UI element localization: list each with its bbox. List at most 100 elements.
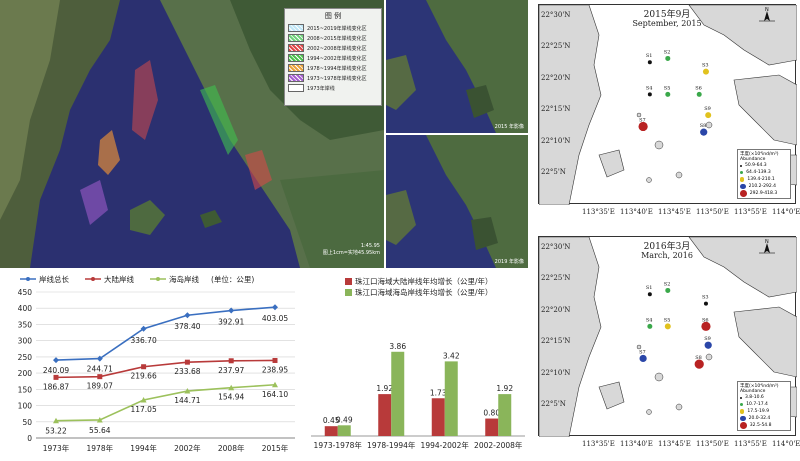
bar-legend-swatch — [345, 278, 352, 285]
satellite-small-bottom: 2019 年影像 — [386, 135, 528, 268]
legend-item-label: 1973~1978年岸线变化区 — [307, 75, 367, 82]
station-label: S9 — [704, 336, 711, 342]
line-point — [53, 417, 59, 424]
map-island — [636, 344, 642, 350]
abundance-label: 10.7-17.4 — [746, 402, 768, 407]
line-point — [184, 312, 191, 319]
abundance-dot — [740, 409, 745, 414]
abundance-dot — [740, 415, 746, 422]
line-series-path — [55, 359, 276, 379]
line-legend-label: 海岛岸线 — [169, 274, 199, 284]
map-lon-label: 113°45'E — [658, 440, 691, 448]
map-title-cn: 2015年9月 — [643, 10, 691, 20]
bar-data-label: 1.92 — [376, 384, 393, 393]
line-data-label: 154.94 — [218, 393, 244, 402]
map-lat-label: 22°10'N — [541, 136, 571, 145]
line-point — [140, 397, 147, 403]
station-marker — [647, 60, 652, 65]
abundance-item: 20.0-32.4 — [740, 415, 788, 422]
legend-item: 1973~1978年岸线变化区 — [285, 73, 381, 83]
abundance-legend: 丰度(×10⁴ind/m³) Abundance 50.9-64.3 64.4-139… — [737, 149, 791, 199]
abundance-label: 64.4-139.3 — [746, 170, 771, 175]
station-label: S8 — [700, 123, 707, 129]
map-land — [733, 74, 797, 146]
station-label: S5 — [664, 85, 671, 91]
station-label: S2 — [664, 281, 671, 287]
legend-swatch — [288, 54, 304, 62]
line-legend-label: 大陆岸线 — [104, 274, 134, 284]
line-data-label: 244.71 — [87, 365, 113, 374]
map-land — [688, 237, 797, 298]
station-label: S1 — [646, 53, 653, 59]
line-point — [228, 384, 235, 391]
line-unit-note: (单位：公里) — [211, 274, 254, 284]
map-island — [675, 403, 683, 411]
map-title-en: September, 2015 — [632, 19, 702, 28]
bar-chart-panel: 珠江口海域大陆岸线年均增长（公里/年） 珠江口海域海岛岸线年均增长（公里/年） 0.… — [305, 270, 530, 457]
line-y-tick: 200 — [18, 369, 33, 378]
line-data-label: 219.66 — [130, 372, 156, 381]
line-legend-marker — [91, 277, 95, 281]
bar — [485, 418, 499, 436]
station-marker — [702, 68, 709, 75]
abundance-item: 50.9-64.3 — [740, 162, 788, 169]
line-point — [272, 381, 278, 388]
map-land — [598, 149, 625, 178]
legend-swatch — [288, 74, 304, 82]
line-data-label: 233.68 — [174, 367, 200, 376]
station-marker — [665, 91, 671, 97]
station-label: S2 — [664, 49, 671, 55]
legend-item: 1973年岸线 — [285, 83, 381, 93]
abundance-subtitle: Abundance — [740, 389, 766, 394]
map-island — [705, 121, 713, 129]
abundance-dot — [740, 396, 742, 399]
map-lon-label: 113°40'E — [620, 208, 653, 216]
abundance-item: 10.7-17.4 — [740, 401, 788, 408]
station-marker — [694, 359, 704, 369]
map-lat-label: 22°25'N — [541, 42, 571, 51]
bar-data-label: 1.73 — [430, 388, 447, 397]
legend-item: 1994~2002年岸线变化区 — [285, 53, 381, 63]
abundance-item: 210.2-292.4 — [740, 183, 788, 190]
legend-item-label: 1973年岸线 — [307, 85, 335, 92]
small-top-label: 2015 年影像 — [494, 124, 524, 130]
abundance-label: 20.0-32.4 — [748, 416, 771, 421]
map-lat-label: 22°20'N — [541, 73, 571, 82]
map-island — [654, 372, 664, 382]
map-land — [688, 5, 797, 66]
station-label: S4 — [646, 85, 653, 91]
bar-data-label: 0.80 — [483, 409, 500, 418]
map-lat-label: 22°15'N — [541, 337, 571, 346]
line-chart: 岸线总长 大陆岸线 海岛岸线 (单位：公里) 0 50 100 150 200 250 300 350… — [18, 274, 295, 453]
line-point — [96, 355, 103, 362]
north-arrow-icon — [759, 11, 775, 22]
line-data-label: 237.97 — [218, 366, 244, 375]
line-y-tick: 100 — [18, 402, 33, 411]
abundance-legend: 丰度(×10⁴ind/m³) Abundance 3.8-10.6 10.7-17.4… — [737, 381, 791, 431]
line-series-path — [55, 383, 276, 422]
station-marker — [703, 301, 708, 306]
station-marker — [665, 55, 671, 61]
map-lat-label: 22°20'N — [541, 305, 571, 314]
abundance-title: 丰度(×10⁴ind/m³) — [740, 152, 779, 157]
map-lon-label: 113°55'E — [734, 440, 767, 448]
bar-x-tick: 1994-2002年 — [421, 440, 470, 450]
line-x-tick: 1978年 — [87, 443, 114, 453]
north-label: N — [765, 7, 769, 13]
station-marker — [647, 292, 652, 297]
legend-item-label: 2008~2015年岸线变化区 — [307, 35, 367, 42]
map-canvas: S1 S2 S3 S4 S5 S6 S7 S8 S9 N — [539, 237, 797, 437]
abundance-title: 丰度(×10⁴ind/m³) — [740, 384, 779, 389]
line-x-tick: 1994年 — [130, 443, 157, 453]
map-island — [646, 409, 652, 415]
bar — [444, 361, 458, 436]
station-marker — [647, 323, 653, 329]
legend-item: 1978~1994年岸线变化区 — [285, 63, 381, 73]
map-panel-2015: S1 S2 S3 S4 S5 S6 S7 S8 S9 N 2015年9月 September, 201… — [538, 4, 797, 205]
station-label: S4 — [646, 317, 653, 323]
map-island — [636, 112, 642, 118]
map-lat-label: 22°10'N — [541, 368, 571, 377]
line-legend-marker — [26, 277, 30, 281]
bar-data-label: 3.86 — [389, 342, 406, 351]
map-lat-label: 22°5'N — [541, 400, 566, 409]
